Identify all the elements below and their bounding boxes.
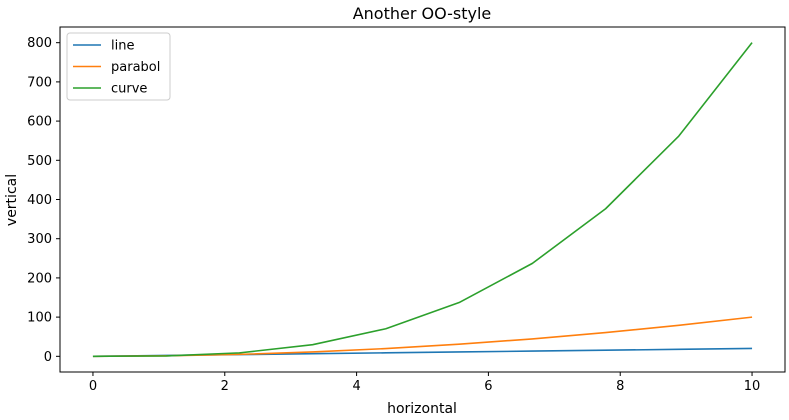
legend-label-curve: curve [111,82,147,97]
series-line-curve [92,42,753,358]
legend-label-parabol: parabol [111,60,160,75]
x-tick-label: 4 [352,379,360,394]
y-tick-label: 0 [44,350,52,365]
y-tick-label: 800 [27,36,52,51]
x-axis-ticks: 0 2 4 6 8 10 [89,372,761,394]
x-tick-label: 6 [484,379,492,394]
x-tick-label: 2 [221,379,229,394]
y-axis-ticks: 0 100 200 300 400 500 600 700 800 [27,36,60,365]
plot-frame [59,26,786,373]
chart-title: Another OO-style [353,4,492,23]
y-axis-label: vertical [4,174,20,226]
y-tick-label: 300 [27,232,52,247]
y-tick-label: 200 [27,271,52,286]
y-tick-label: 400 [27,193,52,208]
x-tick-label: 0 [89,379,97,394]
legend-box [66,32,171,101]
series-layer [92,42,753,358]
y-tick-label: 100 [27,311,52,326]
legend: line parabol curve [66,32,171,101]
x-tick-label: 10 [744,379,761,394]
y-tick-label: 500 [27,154,52,169]
y-tick-label: 600 [27,115,52,130]
x-axis-label: horizontal [387,401,457,417]
x-tick-label: 8 [616,379,624,394]
legend-label-line: line [111,39,134,54]
y-tick-label: 700 [27,75,52,90]
